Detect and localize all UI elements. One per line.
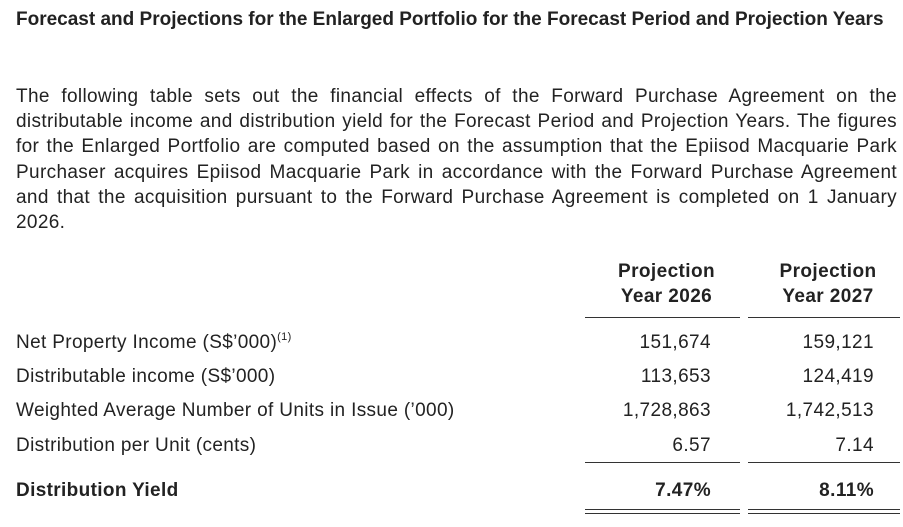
section-heading: Forecast and Projections for the Enlarge…: [16, 9, 884, 30]
total-rule-col1: [585, 462, 740, 463]
cell-units-2026: 1,728,863: [622, 400, 711, 421]
cell-di-2026: 113,653: [640, 366, 711, 387]
cell-yield-2026: 7.47%: [655, 480, 711, 501]
total-rule-col2: [748, 462, 900, 463]
row-label-distribution-yield: Distribution Yield: [16, 480, 179, 501]
column-header-line1: Projection: [618, 261, 715, 282]
double-rule-bottom-col2: [748, 513, 900, 514]
row-label-weighted-units: Weighted Average Number of Units in Issu…: [16, 400, 455, 421]
column-header-line2: Year 2026: [620, 286, 713, 307]
double-rule-top-col2: [748, 509, 900, 510]
row-label-net-property-income: Net Property Income (S$’000)(1): [16, 331, 292, 355]
header-rule-col1: [585, 317, 740, 318]
cell-yield-2027: 8.11%: [819, 480, 874, 501]
row-label-dpu: Distribution per Unit (cents): [16, 435, 257, 456]
cell-npi-2026: 151,674: [639, 332, 711, 353]
cell-dpu-2027: 7.14: [835, 435, 874, 456]
column-header-2027: Projection Year 2027: [748, 259, 903, 309]
cell-npi-2027: 159,121: [802, 332, 874, 353]
row-label-distributable-income: Distributable income (S$’000): [16, 366, 276, 387]
double-rule-bottom-col1: [585, 513, 740, 514]
double-rule-top-col1: [585, 509, 740, 510]
cell-units-2027: 1,742,513: [785, 400, 874, 421]
column-header-line2: Year 2027: [782, 286, 874, 307]
intro-paragraph: The following table sets out the financi…: [16, 86, 897, 234]
column-header-2026: Projection Year 2026: [585, 259, 748, 309]
cell-di-2027: 124,419: [802, 366, 874, 387]
header-rule-col2: [748, 317, 900, 318]
column-header-line1: Projection: [779, 261, 877, 282]
row-label-text: Net Property Income (S$’000): [16, 332, 278, 353]
cell-dpu-2026: 6.57: [672, 435, 711, 456]
footnote-marker: (1): [277, 331, 292, 343]
